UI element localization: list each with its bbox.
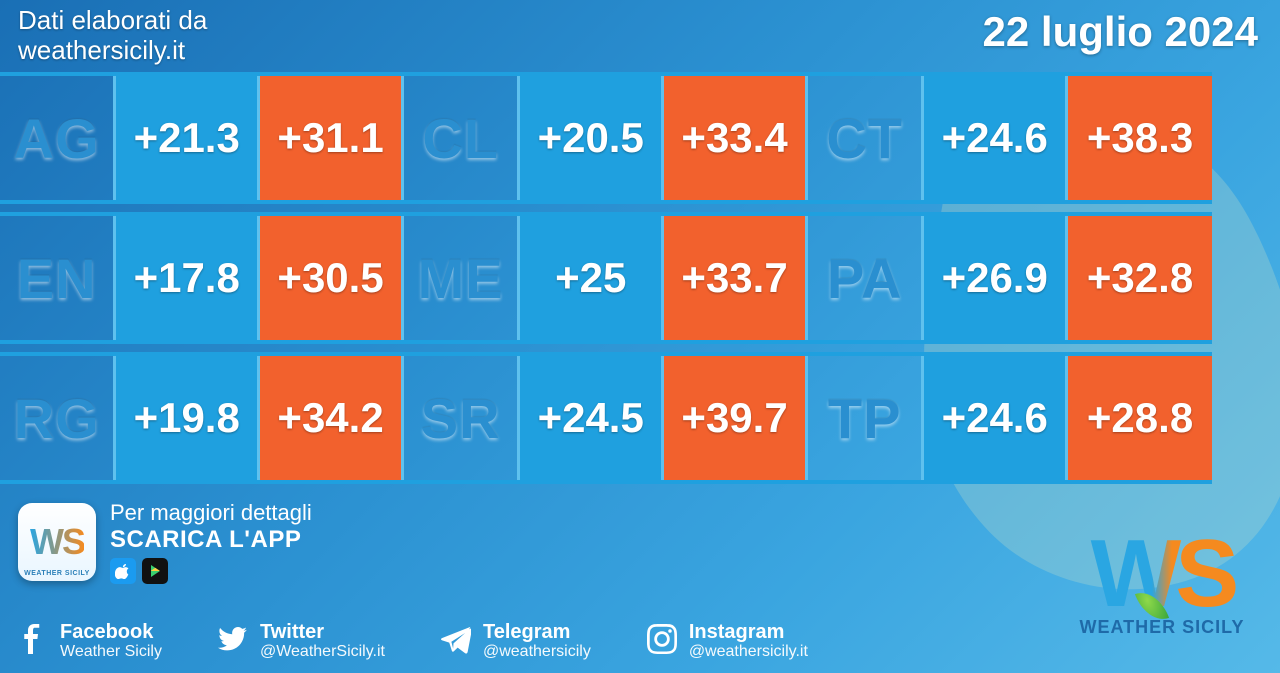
- footer-app: WS WEATHER SICILY Per maggiori dettagli …: [18, 500, 312, 584]
- province-code: RG: [0, 356, 116, 480]
- social-handle: @weathersicily: [483, 643, 591, 661]
- app-icon-sub: WEATHER SICILY: [24, 570, 90, 577]
- province-code: ME: [404, 216, 520, 340]
- province-code: CT: [808, 76, 924, 200]
- province-code: EN: [0, 216, 116, 340]
- playstore-icon: [142, 558, 168, 584]
- province-code: CL: [404, 76, 520, 200]
- temp-high: +30.5: [260, 216, 404, 340]
- app-icon-text: WS: [30, 521, 84, 563]
- temp-high: +28.8: [1068, 356, 1212, 480]
- temp-high: +33.7: [664, 216, 808, 340]
- header-line1: Dati elaborati da: [18, 6, 207, 36]
- instagram-icon: [647, 624, 677, 659]
- grid-row: EN+17.8+30.5ME+25+33.7PA+26.9+32.8: [0, 212, 1212, 344]
- socials: FacebookWeather Sicily Twitter@WeatherSic…: [18, 622, 808, 661]
- temp-low: +24.6: [924, 76, 1068, 200]
- temp-low: +26.9: [924, 216, 1068, 340]
- grid-row: RG+19.8+34.2SR+24.5+39.7TP+24.6+28.8: [0, 352, 1212, 484]
- appstore-icon: [110, 558, 136, 584]
- grid-row: AG+21.3+31.1CL+20.5+33.4CT+24.6+38.3: [0, 72, 1212, 204]
- province-code: AG: [0, 76, 116, 200]
- header-line2: weathersicily.it: [18, 36, 207, 66]
- temp-high: +32.8: [1068, 216, 1212, 340]
- twitter-icon: [218, 624, 248, 659]
- province-code: PA: [808, 216, 924, 340]
- social-facebook: FacebookWeather Sicily: [18, 622, 162, 661]
- social-instagram: Instagram@weathersicily.it: [647, 622, 808, 661]
- province-code: TP: [808, 356, 924, 480]
- temp-low: +25: [520, 216, 664, 340]
- social-name: Instagram: [689, 622, 808, 643]
- temp-low: +24.5: [520, 356, 664, 480]
- temperature-grid: AG+21.3+31.1CL+20.5+33.4CT+24.6+38.3EN+1…: [0, 72, 1212, 484]
- telegram-icon: [441, 624, 471, 659]
- social-handle: @WeatherSicily.it: [260, 643, 385, 661]
- temp-high: +38.3: [1068, 76, 1212, 200]
- social-name: Telegram: [483, 622, 591, 643]
- temp-high: +33.4: [664, 76, 808, 200]
- app-text: Per maggiori dettagli SCARICA L'APP: [110, 500, 312, 584]
- big-logo: WS WEATHER SICILY: [1062, 531, 1262, 661]
- temp-high: +34.2: [260, 356, 404, 480]
- temp-low: +20.5: [520, 76, 664, 200]
- app-text-line1: Per maggiori dettagli: [110, 500, 312, 526]
- app-text-line2: SCARICA L'APP: [110, 526, 312, 554]
- social-name: Twitter: [260, 622, 385, 643]
- facebook-icon: [18, 624, 48, 659]
- social-twitter: Twitter@WeatherSicily.it: [218, 622, 385, 661]
- temp-low: +19.8: [116, 356, 260, 480]
- app-icon: WS WEATHER SICILY: [18, 503, 96, 581]
- social-handle: @weathersicily.it: [689, 643, 808, 661]
- social-telegram: Telegram@weathersicily: [441, 622, 591, 661]
- weather-infographic: Dati elaborati da weathersicily.it 22 lu…: [0, 0, 1280, 673]
- province-code: SR: [404, 356, 520, 480]
- temp-low: +24.6: [924, 356, 1068, 480]
- temp-high: +31.1: [260, 76, 404, 200]
- social-handle: Weather Sicily: [60, 643, 162, 661]
- store-badges: [110, 558, 312, 584]
- temp-low: +21.3: [116, 76, 260, 200]
- header: Dati elaborati da weathersicily.it: [18, 6, 207, 66]
- temp-high: +39.7: [664, 356, 808, 480]
- date: 22 luglio 2024: [983, 8, 1258, 56]
- temp-low: +17.8: [116, 216, 260, 340]
- social-name: Facebook: [60, 622, 162, 643]
